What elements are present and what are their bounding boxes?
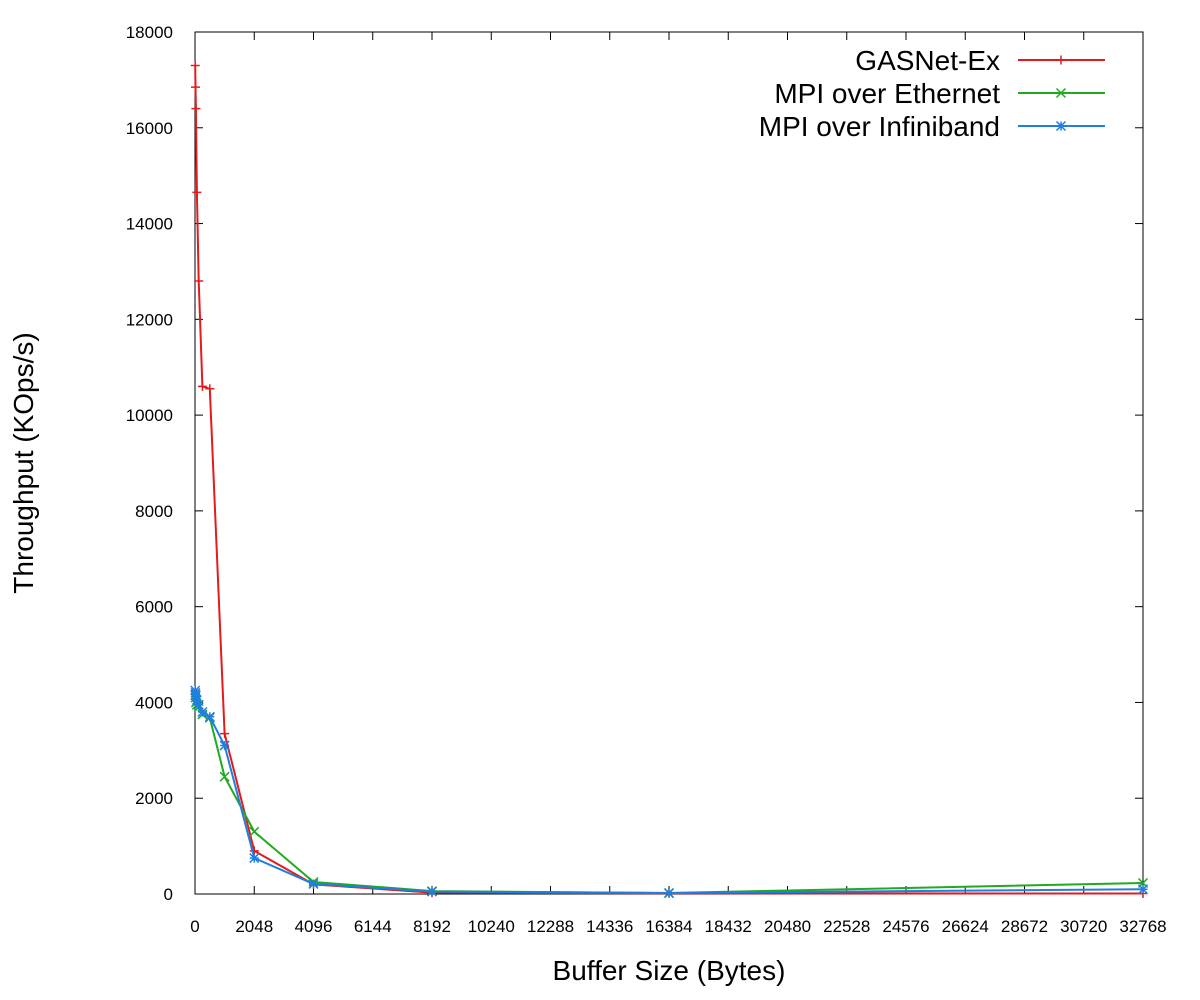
data-point-gasnet-ex: [191, 104, 201, 114]
y-axis-title: Throughput (KOps/s): [8, 332, 39, 593]
x-tick-label: 32768: [1119, 917, 1166, 936]
x-tick-label: 24576: [882, 917, 929, 936]
data-point-mpi-over-infiniband: [1137, 884, 1149, 895]
data-point-mpi-over-infiniband: [193, 699, 204, 710]
data-point-mpi-over-infiniband: [249, 853, 260, 864]
legend-label-mpi-over-ethernet: MPI over Ethernet: [774, 78, 1000, 109]
data-point-mpi-over-infiniband: [197, 706, 208, 718]
series-line-mpi-over-infiniband: [194, 690, 1144, 894]
legend-marker-gasnet-ex: [1056, 55, 1066, 65]
legend-label-mpi-over-infiniband: MPI over Infiniband: [759, 111, 1000, 142]
data-point-gasnet-ex: [190, 82, 200, 92]
y-tick-label: 10000: [126, 406, 173, 425]
data-point-mpi-over-ethernet: [219, 771, 230, 782]
series-group: [190, 61, 1149, 899]
data-point-mpi-over-ethernet: [249, 826, 260, 837]
legend-marker-mpi-over-ethernet: [1055, 87, 1067, 99]
axes: 0 2000 4000 6000 8000 10000 12000 14000 16000 180…: [126, 23, 1167, 936]
data-point-gasnet-ex: [205, 384, 215, 394]
legend-marker-mpi-over-infiniband: [1055, 120, 1067, 132]
data-point-mpi-over-infiniband: [219, 740, 230, 751]
x-tick-label: 0: [190, 917, 199, 936]
series-mpi-over-ethernet: [190, 690, 1149, 899]
data-point-gasnet-ex: [192, 187, 202, 197]
data-point-mpi-over-infiniband: [190, 690, 201, 701]
data-point-mpi-over-infiniband: [663, 888, 675, 899]
x-tick-label: 16384: [645, 917, 692, 936]
data-point-gasnet-ex: [190, 61, 200, 71]
series-gasnet-ex: [190, 61, 1148, 899]
x-tick-label: 12288: [527, 917, 574, 936]
y-tick-label: 18000: [126, 23, 173, 42]
y-tick-label: 14000: [126, 215, 173, 234]
x-tick-label: 4096: [295, 917, 333, 936]
x-tick-label: 20480: [764, 917, 811, 936]
x-tick-label: 30720: [1060, 917, 1107, 936]
x-tick-label: 8192: [413, 917, 451, 936]
series-line-mpi-over-ethernet: [194, 695, 1144, 894]
x-axis-title: Buffer Size (Bytes): [553, 955, 786, 986]
data-point-gasnet-ex: [220, 729, 230, 739]
x-tick-label: 26624: [942, 917, 989, 936]
data-point-gasnet-ex: [197, 381, 207, 391]
x-tick-label: 10240: [468, 917, 515, 936]
legend-label-gasnet-ex: GASNet-Ex: [855, 45, 1000, 76]
data-point-gasnet-ex: [194, 276, 204, 286]
data-point-mpi-over-infiniband: [204, 711, 215, 722]
x-tick-label: 18432: [705, 917, 752, 936]
y-tick-label: 6000: [135, 598, 173, 617]
series-line-gasnet-ex: [194, 65, 1144, 895]
y-tick-label: 8000: [135, 502, 173, 521]
y-tick-label: 4000: [135, 693, 173, 712]
series-mpi-over-infiniband: [190, 685, 1149, 899]
data-point-mpi-over-infiniband: [426, 886, 438, 897]
x-tick-label: 2048: [235, 917, 273, 936]
y-tick-label: 0: [164, 885, 173, 904]
x-tick-label: 6144: [354, 917, 392, 936]
data-point-mpi-over-infiniband: [191, 695, 202, 706]
x-tick-label: 14336: [586, 917, 633, 936]
x-tick-label: 28672: [1001, 917, 1048, 936]
data-point-mpi-over-infiniband: [308, 878, 319, 889]
y-tick-label: 12000: [126, 310, 173, 329]
y-tick-label: 2000: [135, 789, 173, 808]
x-tick-label: 22528: [823, 917, 870, 936]
plot-frame: [194, 31, 1144, 895]
y-tick-label: 16000: [126, 119, 173, 138]
